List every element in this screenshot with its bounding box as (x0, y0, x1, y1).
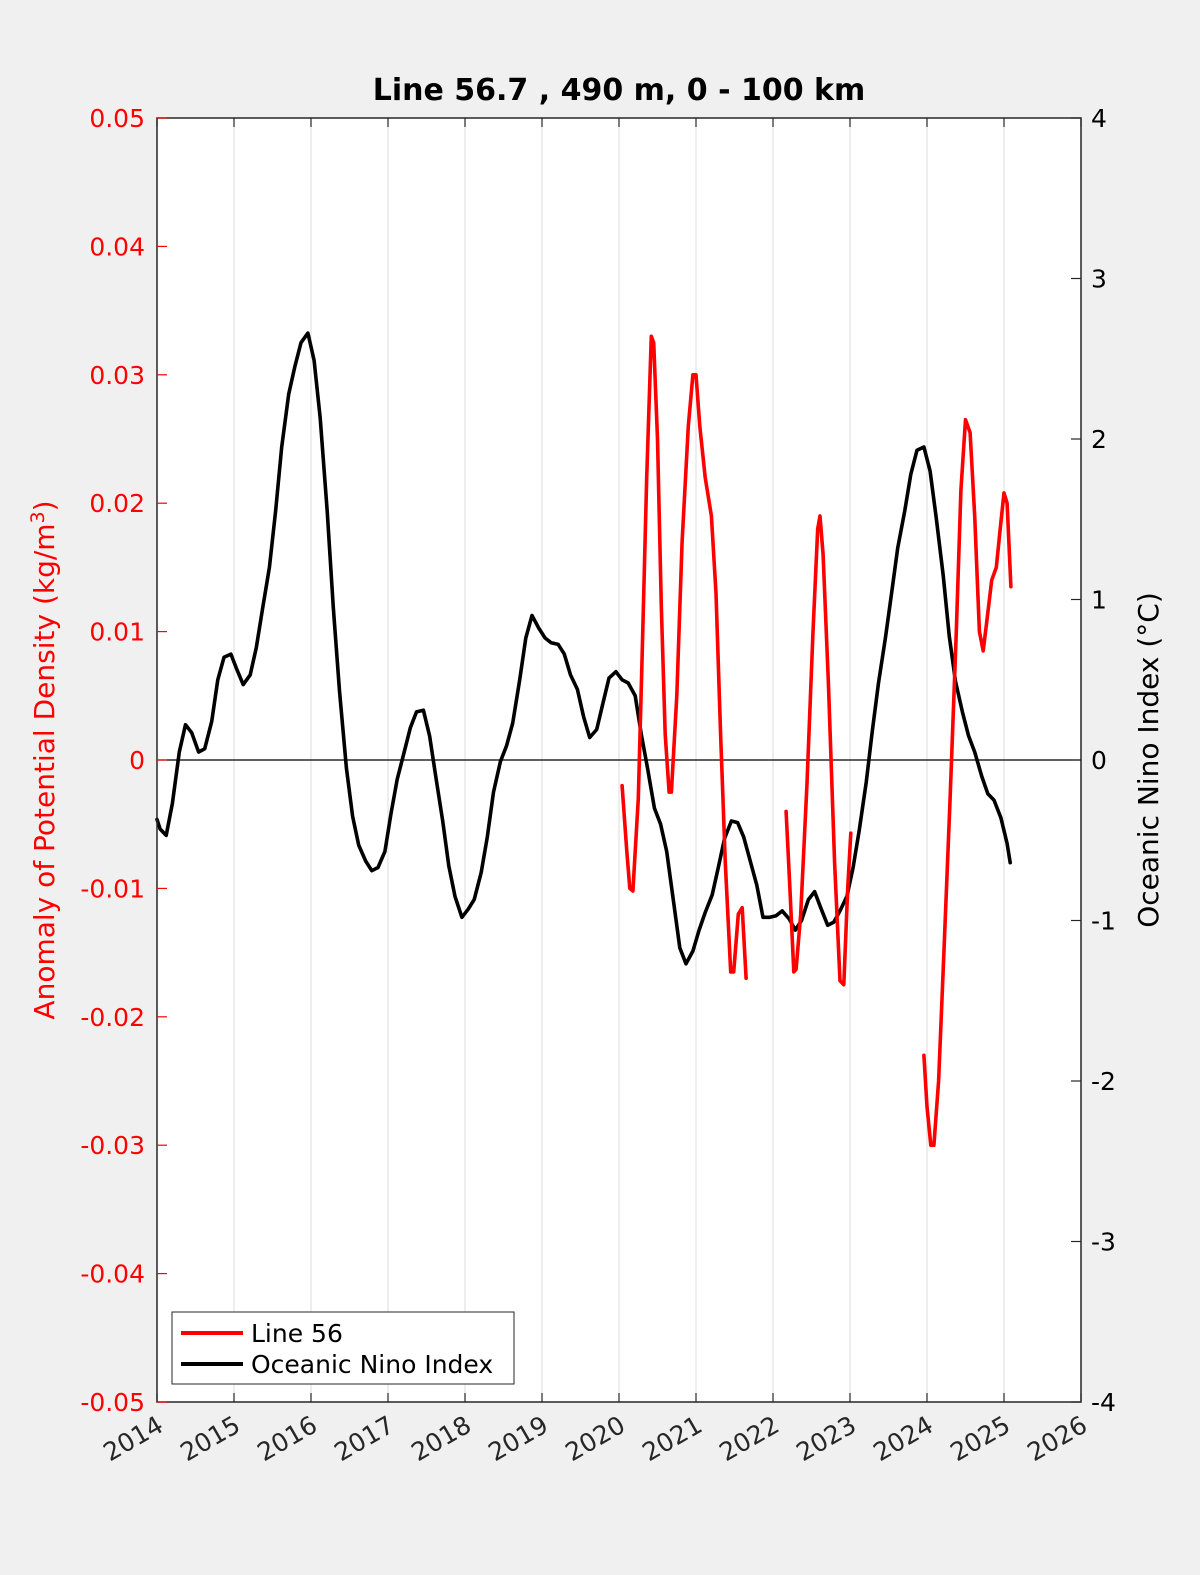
y-right-tick-label: 0 (1091, 746, 1107, 775)
legend: Line 56 Oceanic Nino Index (171, 1311, 515, 1385)
line56-series-segment (784, 514, 853, 987)
y-right-tick-label: -2 (1091, 1067, 1116, 1096)
series-layer (155, 331, 1013, 1147)
x-tick-label: 2022 (714, 1410, 784, 1467)
chart-title: Line 56.7 , 490 m, 0 - 100 km (373, 73, 866, 108)
y-axis-right-label: Oceanic Nino Index (°C) (1132, 592, 1165, 928)
y-left-tick-label: 0.02 (89, 489, 145, 518)
x-tick-label: 2020 (560, 1410, 630, 1467)
y-left-tick-label: 0.04 (89, 232, 145, 261)
x-tick-label: 2023 (791, 1410, 861, 1467)
y-right-tick-label: 2 (1091, 425, 1107, 454)
y-left-tick-label: -0.05 (80, 1388, 145, 1417)
y-left-tick-label: -0.02 (80, 1003, 145, 1032)
y-axis-left-label: Anomaly of Potential Density (kg/m3) (27, 500, 61, 1019)
y-left-tick-label: 0 (129, 746, 145, 775)
x-tick-label: 2016 (252, 1410, 322, 1467)
line56-series-segment (620, 334, 748, 981)
y-axis-left-label-sup: 3 (27, 511, 49, 523)
x-tick-label: 2017 (329, 1410, 399, 1467)
y-axis-left-label-end: ) (28, 500, 61, 511)
y-right-tick-label: -1 (1091, 907, 1116, 936)
y-left-tick-label: 0.01 (89, 618, 145, 647)
x-tick-label: 2019 (483, 1410, 553, 1467)
y-left-tick-label: 0.05 (89, 104, 145, 133)
y-left-tick-label: -0.01 (80, 874, 145, 903)
y-left-tick-label: -0.04 (80, 1260, 145, 1289)
x-tick-label: 2026 (1022, 1410, 1092, 1467)
y-left-tick-label: -0.03 (80, 1131, 145, 1160)
x-tick-label: 2015 (175, 1410, 245, 1467)
x-tick-label: 2024 (868, 1410, 938, 1467)
legend-label-oni: Oceanic Nino Index (251, 1350, 493, 1379)
legend-label-line56: Line 56 (251, 1319, 343, 1348)
y-left-tick-label: 0.03 (89, 361, 145, 390)
x-tick-label: 2014 (98, 1410, 168, 1467)
x-tick-label: 2018 (406, 1410, 476, 1467)
x-tick-label: 2021 (637, 1410, 707, 1467)
y-axis-left-label-main: Anomaly of Potential Density (kg/m (28, 523, 61, 1019)
x-tick-label: 2025 (945, 1410, 1015, 1467)
y-right-tick-label: 4 (1091, 104, 1107, 133)
y-right-tick-label: 1 (1091, 586, 1107, 615)
y-right-tick-label: -3 (1091, 1228, 1116, 1257)
line56-series-segment (922, 417, 1013, 1147)
legend-box (171, 1311, 515, 1385)
y-right-tick-label: -4 (1091, 1388, 1116, 1417)
oni-series-line (155, 331, 1013, 966)
y-right-tick-label: 3 (1091, 265, 1107, 294)
